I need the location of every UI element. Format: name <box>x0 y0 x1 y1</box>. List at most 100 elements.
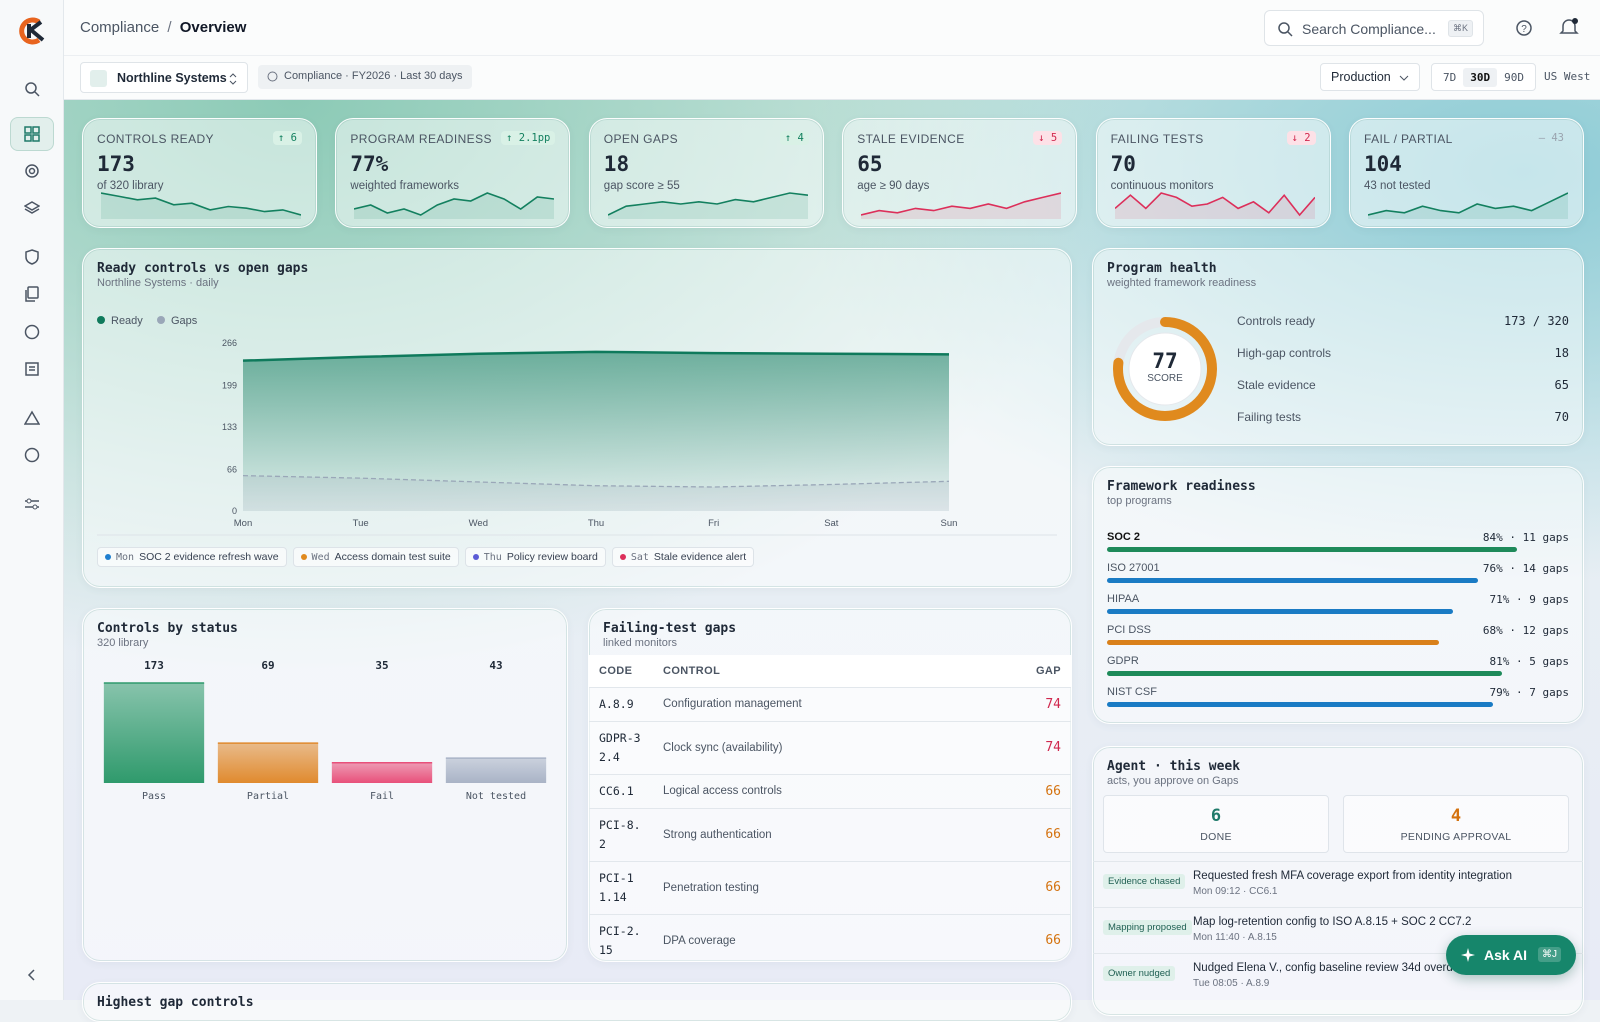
nav-layers[interactable] <box>10 191 54 225</box>
nav-settings[interactable] <box>10 487 54 521</box>
range-button[interactable]: 90D <box>1504 70 1524 84</box>
table-row[interactable]: GDPR-32.4 Clock sync (availability) 74 <box>589 720 1071 774</box>
kpi-value: 77% <box>350 152 389 176</box>
header-row: CODE CONTROL GAP <box>589 655 1071 687</box>
toolbar: Northline Systems Compliance · FY2026 · … <box>64 56 1600 100</box>
kpi-delta: ↓ 2 <box>1286 131 1316 145</box>
nav-evidence[interactable] <box>10 277 54 311</box>
framework-row: HIPAA 71% · 9 gaps <box>1107 591 1569 622</box>
environment-select[interactable]: Production <box>1320 63 1420 91</box>
nav-overview[interactable] <box>10 117 54 151</box>
org-icon <box>90 70 107 87</box>
kpi-card: CONTROLS READY ↑ 6 173 of 320 library <box>82 118 317 228</box>
nav-questions[interactable] <box>10 315 54 349</box>
kpi-sub: weighted frameworks <box>350 180 460 192</box>
cell-gap: 66 <box>991 860 1071 914</box>
nav-search[interactable] <box>10 72 54 106</box>
table-row[interactable]: CC6.1 Logical access controls 66 <box>589 773 1071 808</box>
nav-risks[interactable] <box>10 401 54 435</box>
help-icon[interactable]: ? <box>1515 19 1533 37</box>
table-row[interactable]: PCI-2.15 DPA coverage 66 <box>589 913 1071 961</box>
bar <box>103 683 205 783</box>
annotation-dot <box>105 554 111 560</box>
annotation-day: Sat <box>630 551 649 563</box>
breadcrumb-item[interactable]: Compliance <box>80 19 160 36</box>
page: Compliance / Overview Search Compliance.… <box>10 0 1600 1022</box>
feed-meta: Tue 08:05 · A.8.9 <box>1193 978 1270 989</box>
x-tick-label: Sun <box>941 518 958 529</box>
kpi-card: OPEN GAPS ↑ 4 18 gap score ≥ 55 <box>588 118 824 228</box>
framework-bar <box>1107 671 1503 676</box>
health-value: 173 / 320 <box>1503 314 1569 328</box>
nav-controls[interactable] <box>10 240 54 274</box>
sparkline-line <box>354 192 555 216</box>
y-tick-label: 66 <box>227 464 237 474</box>
org-select[interactable]: Northline Systems <box>80 62 248 93</box>
search-box[interactable]: Search Compliance... ⌘K <box>1264 10 1484 46</box>
health-value: 18 <box>1554 346 1569 360</box>
card-subtitle: weighted framework readiness <box>1107 277 1257 289</box>
notifications-icon[interactable] <box>1559 17 1579 37</box>
kpi-value: 173 <box>97 152 135 176</box>
range-button[interactable]: 30D <box>1463 67 1498 87</box>
kpi-card: PROGRAM READINESS ↑ 2.1pp 77% weighted fram… <box>335 118 571 228</box>
annotation-text: SOC 2 evidence refresh wave <box>139 551 279 563</box>
breadcrumb-current: Overview <box>179 19 247 36</box>
x-tick-label: Partial <box>247 791 289 802</box>
framework-row: SOC 2 84% · 11 gaps <box>1107 529 1569 560</box>
annotation-day: Thu <box>483 551 502 563</box>
score-center: 77 SCORE <box>1109 349 1221 384</box>
kpi-label: PROGRAM READINESS <box>350 132 492 146</box>
health-label: Stale evidence <box>1237 378 1316 392</box>
sparkline-area <box>101 193 301 219</box>
framework-name: ISO 27001 <box>1107 562 1160 574</box>
kpi-value: 70 <box>1110 152 1136 176</box>
x-tick-label: Not tested <box>466 791 526 802</box>
feed-item: Mapping proposed Map log-retention config… <box>1093 907 1583 953</box>
kpi-sub: continuous monitors <box>1110 180 1214 192</box>
card-title: Agent · this week <box>1107 759 1241 774</box>
kpi-delta: ↑ 2.1pp <box>501 131 556 145</box>
kpi-label: STALE EVIDENCE <box>857 132 965 146</box>
feed-item: Owner nudged Nudged Elena V., config base… <box>1093 953 1583 999</box>
sparkline <box>1114 192 1315 219</box>
search-placeholder: Search Compliance... <box>1302 21 1436 37</box>
annotation-dot <box>619 554 626 560</box>
annotation-day: Wed <box>311 551 330 563</box>
bar <box>445 758 547 783</box>
agent-card: Agent · this week acts, you approve on G… <box>1092 746 1584 1016</box>
annotation-chip: Mon SOC 2 evidence refresh wave <box>97 547 287 567</box>
feed-text: Map log-retention config to ISO A.8.15 +… <box>1193 916 1472 928</box>
sparkline <box>354 192 555 219</box>
kpi-sub: gap score ≥ 55 <box>603 180 680 192</box>
annotation-day: Mon <box>116 551 135 563</box>
value-label: 43 <box>489 659 502 672</box>
framework-bar <box>1107 547 1517 552</box>
table-row[interactable]: A.8.9 Configuration management 74 <box>589 686 1071 721</box>
legend-label: Gaps <box>171 315 198 327</box>
gauge-inner <box>1128 332 1202 406</box>
framework-name: HIPAA <box>1107 593 1140 605</box>
health-label: High-gap controls <box>1237 346 1332 360</box>
kpi-sub: of 320 library <box>97 180 164 192</box>
x-tick-label: Mon <box>234 518 252 529</box>
nav-targets[interactable] <box>10 154 54 188</box>
framework-name: GDPR <box>1107 655 1139 667</box>
framework-row: PCI DSS 68% · 12 gaps <box>1107 622 1569 653</box>
kpi-delta: ↑ 4 <box>779 131 809 145</box>
health-value: 65 <box>1554 378 1569 392</box>
card-subtitle: acts, you approve on Gaps <box>1107 775 1239 787</box>
scope-text: Compliance · FY2026 · Last 30 days <box>284 70 463 82</box>
table-row[interactable]: PCI-8.2 Strong authentication 66 <box>589 807 1071 861</box>
collapse-button[interactable] <box>10 958 54 992</box>
range-button[interactable]: 7D <box>1443 70 1457 84</box>
bar <box>217 743 319 783</box>
x-tick-label: Fail <box>370 791 394 802</box>
kpi-value: 65 <box>857 152 883 176</box>
cell-control: Strong authentication <box>653 807 992 861</box>
nav-help[interactable] <box>10 438 54 472</box>
nav-reports[interactable] <box>10 352 54 386</box>
framework-bar <box>1107 578 1478 583</box>
table-row[interactable]: PCI-11.14 Penetration testing 66 <box>589 860 1071 914</box>
ask-ai-button[interactable]: Ask AI ⌘J <box>1446 935 1576 975</box>
